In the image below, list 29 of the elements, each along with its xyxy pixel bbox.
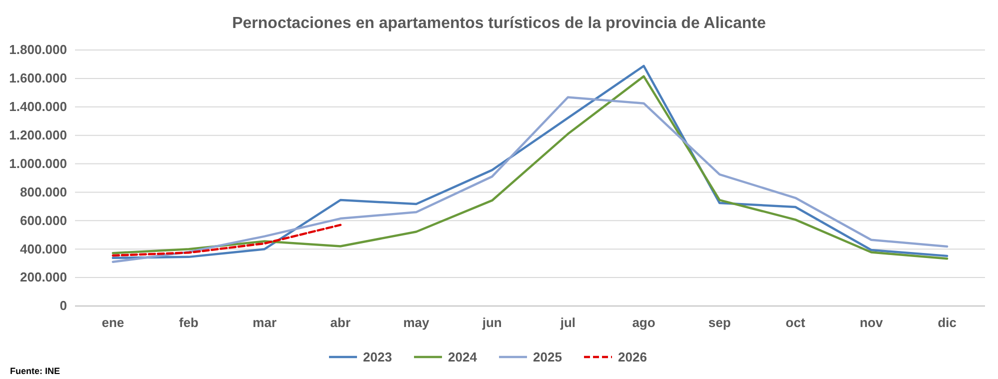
x-tick-label: jun — [481, 315, 502, 330]
line-series — [112, 224, 342, 257]
legend-label: 2023 — [363, 350, 392, 364]
x-tick-label: oct — [786, 315, 806, 330]
x-tick-label: may — [403, 315, 430, 330]
x-tick-label: ene — [102, 315, 124, 330]
y-tick-label: 1.000.000 — [9, 156, 67, 171]
y-tick-label: 200.000 — [20, 270, 67, 285]
y-tick-label: 1.200.000 — [9, 127, 67, 142]
x-tick-label: abr — [330, 315, 351, 330]
y-tick-label: 1.800.000 — [9, 42, 67, 58]
y-tick-label: 800.000 — [20, 184, 67, 200]
y-tick-label: 600.000 — [20, 212, 67, 228]
legend-label: 2024 — [448, 350, 478, 364]
x-tick-label: dic — [938, 315, 956, 330]
x-tick-label: mar — [252, 315, 277, 330]
y-tick-label: 400.000 — [20, 241, 67, 256]
source-note: Fuente: INE — [10, 366, 60, 376]
x-tick-label: nov — [860, 315, 884, 330]
x-tick-label: feb — [179, 315, 199, 330]
chart-title: Pernoctaciones en apartamentos turísticos de la provincia de Alicante — [232, 15, 766, 32]
x-tick-label: jul — [559, 315, 576, 330]
x-tick-label: ago — [632, 315, 656, 330]
y-tick-label: 0 — [60, 298, 67, 314]
legend-label: 2026 — [618, 350, 647, 364]
y-tick-label: 1.600.000 — [9, 70, 67, 86]
legend-label: 2025 — [533, 350, 562, 364]
x-tick-label: sep — [708, 315, 731, 330]
y-tick-label: 1.400.000 — [9, 99, 67, 114]
